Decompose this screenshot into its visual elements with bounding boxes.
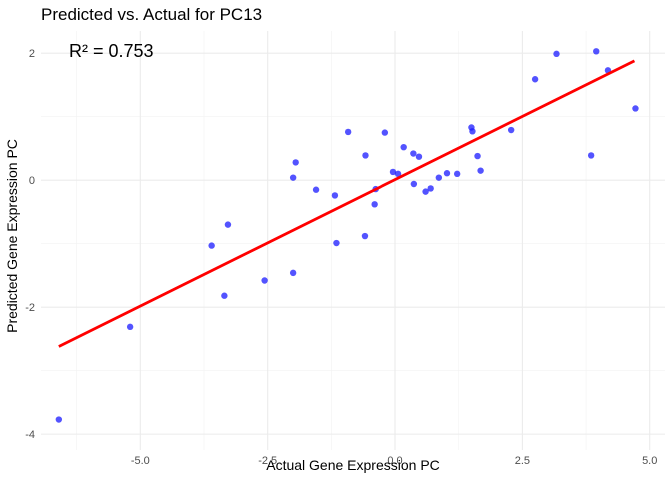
data-point bbox=[312, 186, 320, 193]
y-tick-label: -2 bbox=[25, 302, 35, 314]
data-point bbox=[469, 128, 476, 135]
data-point bbox=[126, 323, 134, 331]
data-point bbox=[344, 128, 352, 136]
x-tick-label: 2.5 bbox=[515, 455, 530, 467]
data-point bbox=[587, 152, 595, 159]
data-point bbox=[422, 188, 429, 195]
data-point bbox=[221, 292, 228, 299]
y-tick-label: 0 bbox=[29, 175, 35, 187]
data-point bbox=[292, 159, 299, 166]
x-tick-label: 5.0 bbox=[642, 455, 657, 467]
data-point bbox=[443, 170, 451, 177]
data-point bbox=[415, 153, 423, 160]
data-point bbox=[371, 201, 378, 208]
data-point bbox=[362, 152, 369, 159]
grid bbox=[41, 31, 665, 450]
data-point bbox=[477, 167, 484, 174]
x-axis-label: Actual Gene Expression PC bbox=[266, 457, 440, 473]
data-point bbox=[632, 105, 639, 112]
data-point bbox=[208, 242, 215, 249]
data-point bbox=[331, 192, 339, 199]
data-point bbox=[389, 168, 397, 176]
data-point bbox=[289, 269, 297, 277]
data-point bbox=[333, 239, 340, 247]
data-points bbox=[55, 48, 639, 423]
data-point bbox=[531, 76, 539, 83]
data-point bbox=[453, 170, 461, 178]
data-point bbox=[593, 48, 600, 55]
data-point bbox=[410, 150, 417, 157]
data-point bbox=[400, 143, 407, 151]
data-point bbox=[55, 416, 63, 423]
tick-labels: -5.0 -2.5 0.0 2.5 5.0 -4 -2 0 2 bbox=[25, 48, 657, 467]
data-point bbox=[394, 170, 402, 178]
data-point bbox=[381, 129, 389, 136]
data-point bbox=[410, 180, 418, 188]
data-point bbox=[289, 174, 297, 181]
r-squared-annotation: R² = 0.753 bbox=[69, 41, 154, 61]
data-point bbox=[435, 174, 443, 181]
y-tick-label: 2 bbox=[29, 48, 35, 60]
data-point bbox=[474, 152, 481, 160]
x-tick-label: -2.5 bbox=[258, 455, 277, 467]
data-point bbox=[553, 50, 560, 58]
x-tick-label: 0.0 bbox=[387, 455, 402, 467]
data-point bbox=[427, 185, 434, 192]
y-tick-label: -4 bbox=[25, 429, 35, 441]
regression-line bbox=[58, 59, 636, 348]
data-point bbox=[261, 277, 268, 284]
data-point bbox=[507, 126, 515, 134]
data-point bbox=[224, 221, 232, 228]
x-tick-label: -5.0 bbox=[131, 455, 150, 467]
chart-title: Predicted vs. Actual for PC13 bbox=[41, 5, 262, 24]
data-point bbox=[361, 232, 369, 240]
y-axis-label: Predicted Gene Expression PC bbox=[4, 139, 20, 333]
